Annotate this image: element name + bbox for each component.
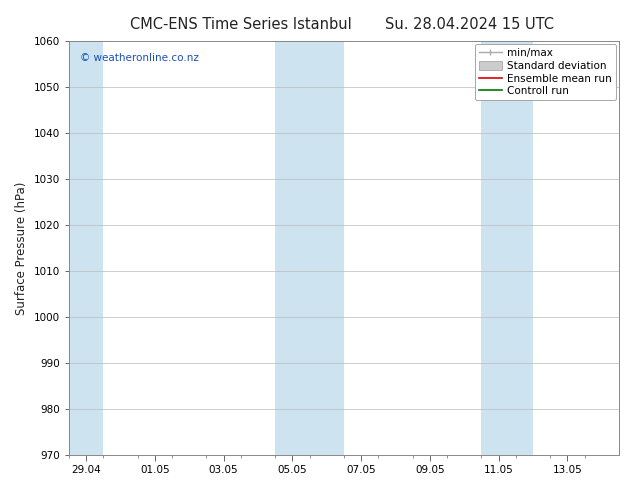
Legend: min/max, Standard deviation, Ensemble mean run, Controll run: min/max, Standard deviation, Ensemble me… xyxy=(475,44,616,100)
Y-axis label: Surface Pressure (hPa): Surface Pressure (hPa) xyxy=(15,181,28,315)
Bar xyxy=(69,41,103,455)
Text: CMC-ENS Time Series Istanbul: CMC-ENS Time Series Istanbul xyxy=(130,17,352,32)
Bar xyxy=(275,41,344,455)
Text: © weatheronline.co.nz: © weatheronline.co.nz xyxy=(80,53,198,64)
Bar xyxy=(481,41,533,455)
Text: Su. 28.04.2024 15 UTC: Su. 28.04.2024 15 UTC xyxy=(385,17,553,32)
